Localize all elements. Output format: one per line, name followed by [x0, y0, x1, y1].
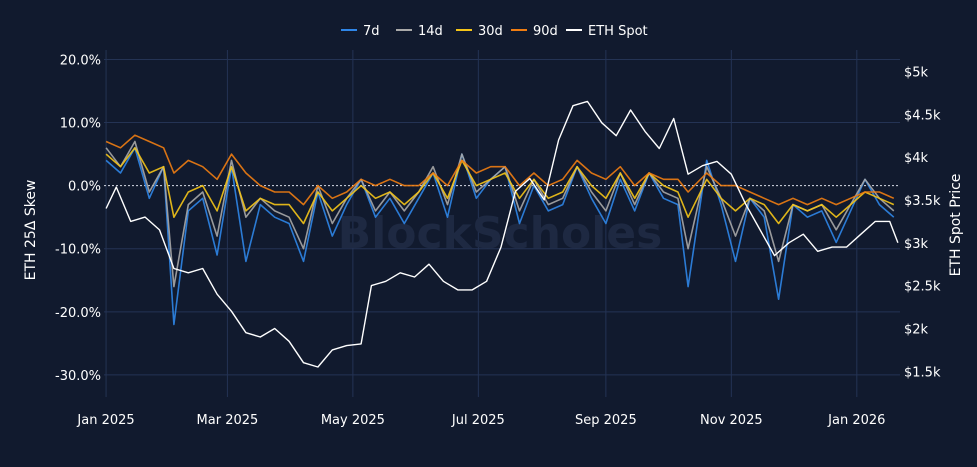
- axes: Jan 2025 Mar 2025 May 2025 Jul 2025 Sep 2025…: [55, 53, 941, 428]
- x-tick-label: Nov 2025: [700, 413, 763, 428]
- y2-tick-label: $5k: [904, 65, 929, 80]
- y-axis-title: ETH 25Δ Skew: [23, 180, 39, 281]
- legend-label: 90d: [533, 24, 558, 39]
- y2-tick-label: $4.5k: [904, 108, 941, 123]
- x-tick-label: Jul 2025: [451, 413, 505, 428]
- y2-tick-label: $1.5k: [904, 365, 941, 380]
- legend-item-90d[interactable]: 90d: [511, 24, 558, 39]
- y2-axis-title: ETH Spot Price: [948, 174, 964, 277]
- legend-label: ETH Spot: [588, 24, 648, 39]
- legend-label: 30d: [478, 24, 503, 39]
- legend-item-14d[interactable]: 14d: [396, 24, 443, 39]
- legend-item-eth-spot[interactable]: ETH Spot: [566, 24, 648, 39]
- series-line-eth-spot: [105, 100, 899, 368]
- y2-tick-label: $2k: [904, 322, 929, 337]
- y2-tick-label: $3.5k: [904, 194, 941, 209]
- y-tick-label: -20.0%: [55, 306, 101, 321]
- y-tick-label: -30.0%: [55, 369, 101, 384]
- y-tick-label: 0.0%: [68, 180, 101, 195]
- y-tick-label: -10.0%: [55, 243, 101, 258]
- x-tick-label: Jan 2026: [827, 413, 885, 428]
- y2-tick-label: $2.5k: [904, 280, 941, 295]
- legend-item-30d[interactable]: 30d: [456, 24, 503, 39]
- x-tick-label: Jan 2025: [76, 413, 134, 428]
- y-tick-label: 20.0%: [60, 53, 101, 68]
- y2-tick-label: $4k: [904, 151, 929, 166]
- series-lines: [105, 100, 899, 368]
- series-line-90d: [105, 134, 895, 206]
- y-tick-label: 10.0%: [60, 117, 101, 132]
- legend-item-7d[interactable]: 7d: [341, 24, 380, 39]
- legend-label: 14d: [418, 24, 443, 39]
- x-tick-label: May 2025: [321, 413, 385, 428]
- watermark: BlockScholes: [338, 208, 663, 259]
- legend[interactable]: 7d 14d 30d 90d ETH Spot: [341, 24, 648, 39]
- grid: [104, 50, 900, 397]
- series-line-30d: [105, 147, 895, 225]
- x-tick-label: Sep 2025: [575, 413, 637, 428]
- x-tick-label: Mar 2025: [197, 413, 259, 428]
- series-line-14d: [105, 140, 895, 288]
- y2-tick-label: $3k: [904, 237, 929, 252]
- legend-label: 7d: [363, 24, 380, 39]
